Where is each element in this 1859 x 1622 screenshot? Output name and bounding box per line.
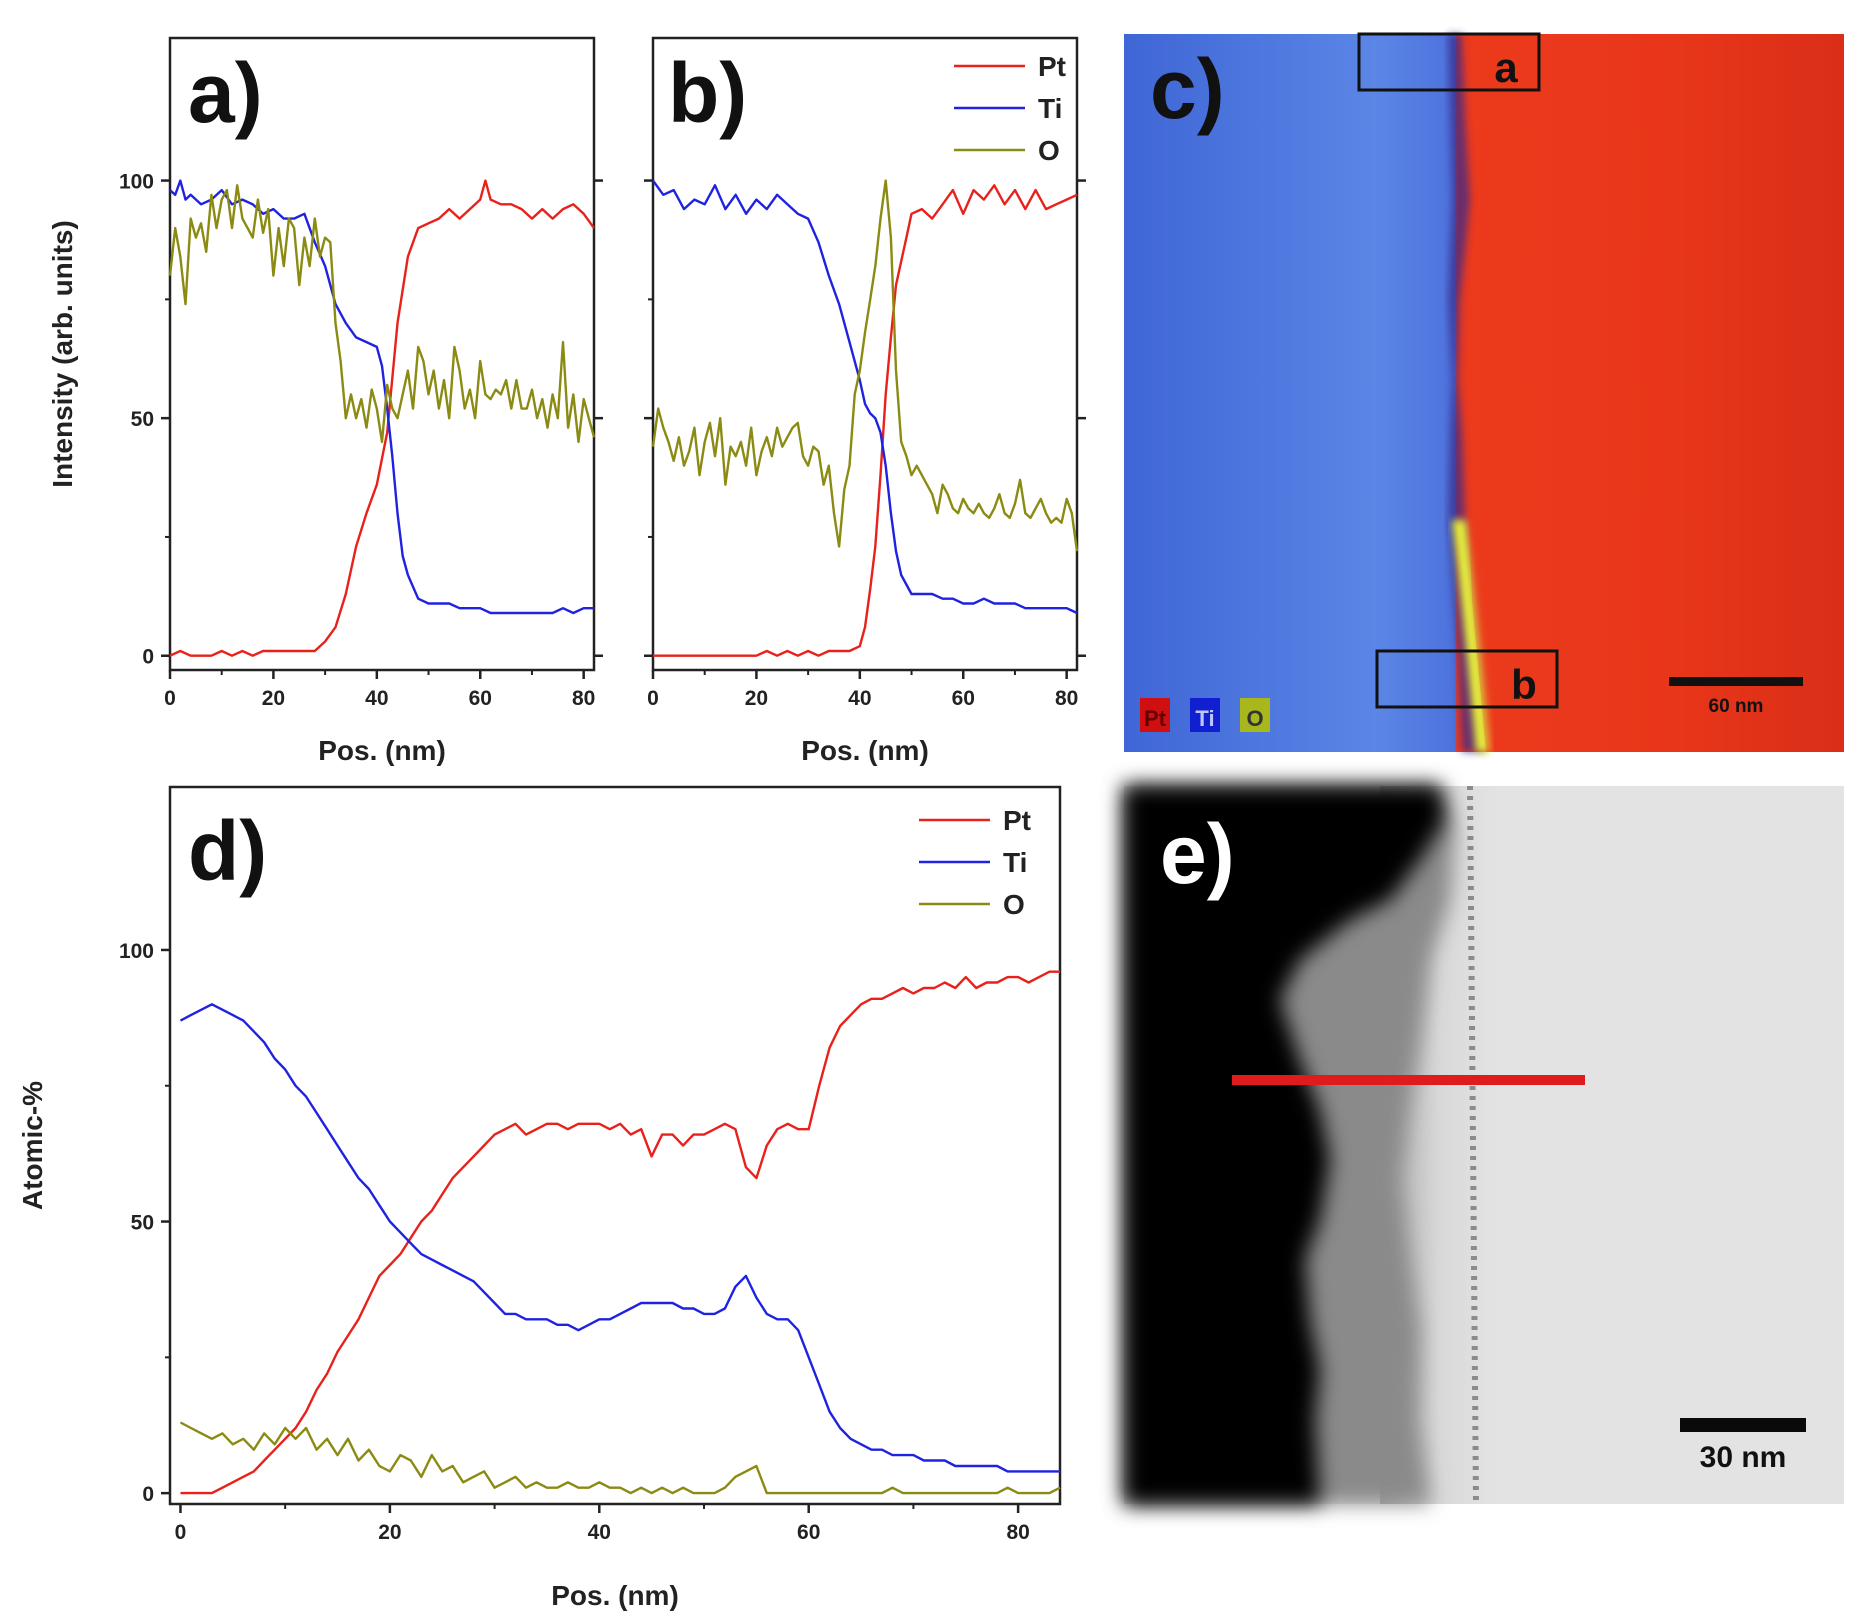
plot-frame-b xyxy=(651,36,1079,672)
elemental-map-panel: a b c) Pt Ti O 60 nm xyxy=(1124,32,1844,752)
legend-label-b-pt: Pt xyxy=(1038,51,1066,82)
scale-bar-e-label: 30 nm xyxy=(1700,1441,1787,1474)
plot-b: 0 20 40 60 80 Pos. (nm) b) Pt Ti O xyxy=(644,36,1086,766)
x-tick-label-b-0: 0 xyxy=(647,687,659,710)
legend-label-d-o: O xyxy=(1003,889,1025,920)
series-line-d-o xyxy=(179,1421,1061,1495)
series-line-a-pt xyxy=(169,179,595,657)
x-axis-title-d: Pos. (nm) xyxy=(551,1580,679,1611)
scale-bar-e xyxy=(1680,1418,1806,1432)
plot-a: 0 20 40 60 80 0 50 100 Pos. (nm) Intensity (arb. … xyxy=(47,36,603,766)
x-tick-label-d-0: 0 xyxy=(175,1521,187,1544)
interface-region xyxy=(1448,34,1485,752)
x-tick-label-d-4: 80 xyxy=(1006,1521,1029,1544)
x-tick-label-d-1: 20 xyxy=(378,1521,401,1544)
y-tick-label-d-1: 50 xyxy=(131,1212,154,1235)
x-axis-title-b: Pos. (nm) xyxy=(801,735,929,766)
panel-label-d: d) xyxy=(188,804,267,898)
plot-frame-d xyxy=(168,785,1062,1506)
y-axis-title-d: Atomic-% xyxy=(17,1081,48,1210)
x-tick-label-b-3: 60 xyxy=(952,687,975,710)
legend-text-ti: Ti xyxy=(1195,706,1214,731)
series-line-d-ti xyxy=(179,1003,1060,1473)
x-tick-label-a-0: 0 xyxy=(164,687,176,710)
region-box-a-label: a xyxy=(1494,44,1518,91)
series-line-b-ti xyxy=(652,179,1078,615)
legend-label-d-pt: Pt xyxy=(1003,805,1031,836)
x-tick-label-b-1: 20 xyxy=(745,687,768,710)
region-box-a xyxy=(1357,32,1541,92)
x-tick-label-d-2: 40 xyxy=(588,1521,611,1544)
x-tick-label-a-2: 40 xyxy=(365,687,388,710)
legend-text-o: O xyxy=(1246,706,1263,731)
legend-swatch-o xyxy=(1240,698,1270,732)
x-tick-label-b-4: 80 xyxy=(1055,687,1078,710)
panel-label-a: a) xyxy=(188,46,263,140)
x-tick-label-d-3: 60 xyxy=(797,1521,820,1544)
tem-dark-region xyxy=(1124,786,1445,1504)
y-tick-label-a-2: 100 xyxy=(119,171,154,194)
legend-label-d-ti: Ti xyxy=(1003,847,1027,878)
legend-swatch-ti xyxy=(1190,698,1220,732)
legend-swatch-pt xyxy=(1140,698,1170,732)
x-tick-label-a-3: 60 xyxy=(469,687,492,710)
scale-bar-c-label: 60 nm xyxy=(1709,696,1764,717)
plot-d: 0 20 40 60 80 0 50 100 Pos. (nm) Atomic-% d) Pt Ti O xyxy=(17,785,1062,1611)
y-tick-label-d-0: 0 xyxy=(142,1483,154,1506)
x-axis-title-a: Pos. (nm) xyxy=(318,735,446,766)
legend-label-b-o: O xyxy=(1038,135,1060,166)
legend-label-b-ti: Ti xyxy=(1038,93,1062,124)
x-tick-label-a-1: 20 xyxy=(262,687,285,710)
panel-label-c: c) xyxy=(1150,42,1225,136)
series-line-d-pt xyxy=(180,970,1060,1495)
tem-image-panel: e) 30 nm xyxy=(1124,785,1844,1505)
series-line-b-pt xyxy=(653,184,1078,657)
x-tick-label-b-2: 40 xyxy=(848,687,871,710)
legend-text-pt: Pt xyxy=(1144,706,1167,731)
x-tick-label-a-4: 80 xyxy=(572,687,595,710)
region-box-b xyxy=(1375,649,1559,709)
region-box-b-label: b xyxy=(1511,661,1537,708)
y-tick-label-a-1: 50 xyxy=(131,408,154,431)
series-line-a-o xyxy=(168,184,596,444)
y-axis-title-a: Intensity (arb. units) xyxy=(47,220,78,488)
series-line-b-o xyxy=(651,179,1079,552)
scale-bar-c xyxy=(1669,677,1803,686)
panel-label-b: b) xyxy=(668,46,747,140)
plot-frame-a xyxy=(168,36,596,672)
panel-label-e: e) xyxy=(1160,807,1235,901)
y-tick-label-d-2: 100 xyxy=(119,940,154,963)
map-background xyxy=(1124,34,1844,752)
pt-region xyxy=(1462,34,1844,752)
oxide-layer xyxy=(1452,520,1490,752)
y-tick-label-a-0: 0 xyxy=(142,646,154,669)
